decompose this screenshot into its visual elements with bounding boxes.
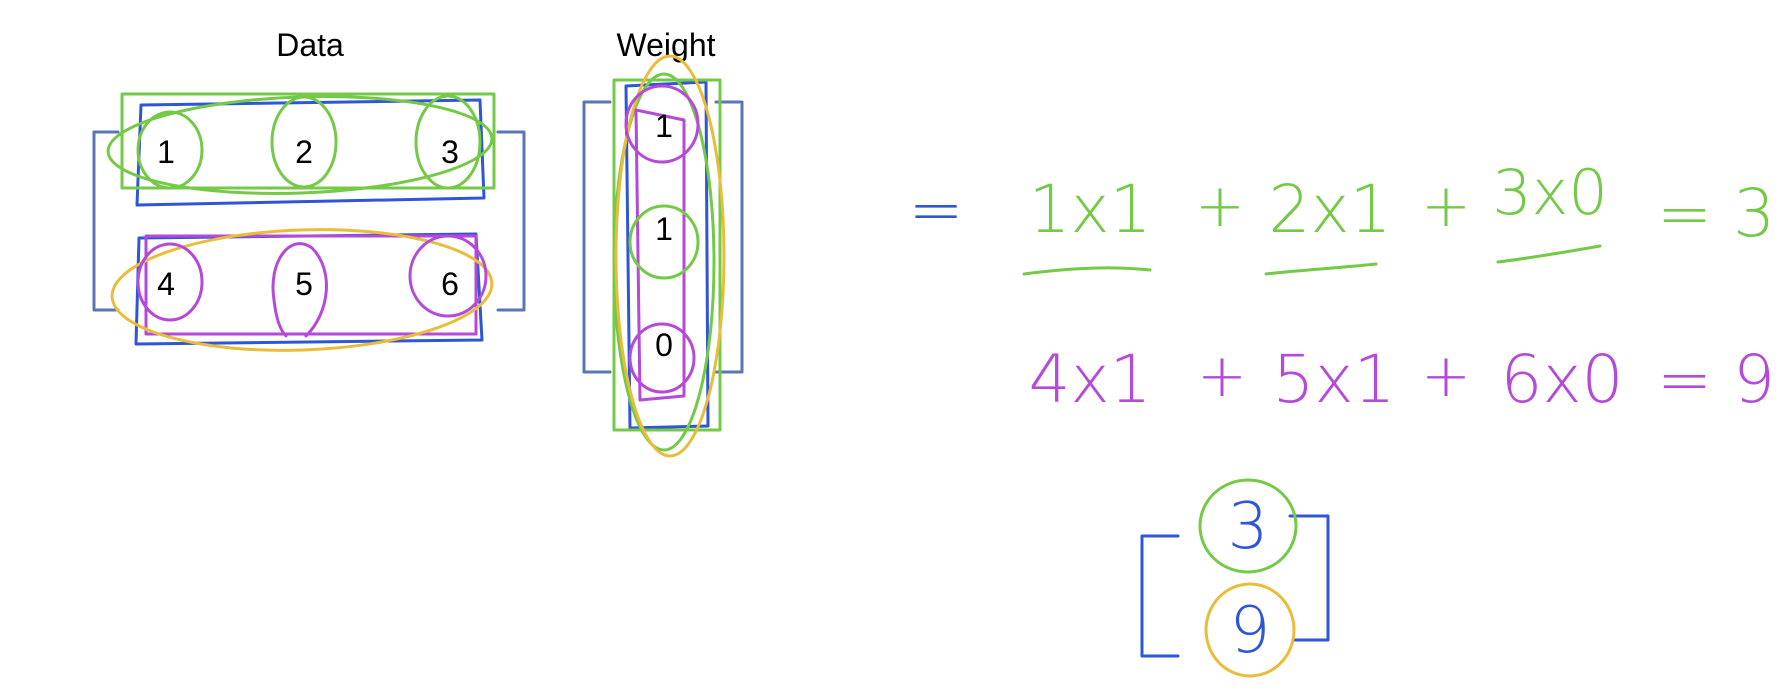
row1-plus-1: + [1195, 171, 1245, 241]
weight-value-3: 0 [655, 327, 673, 363]
row2-term-2: 5x1 [1272, 341, 1395, 418]
row1-blue-box [135, 98, 486, 207]
circle-3 [414, 94, 482, 190]
row1-term-1: 1x1 [1028, 171, 1151, 248]
weight-green-loop [612, 72, 716, 452]
data-right-bracket [496, 130, 526, 312]
row1-plus-2: + [1421, 171, 1471, 241]
weight-vector: Weight 1 1 0 [582, 27, 744, 458]
circle-1 [136, 110, 204, 190]
weight-yellow-loop [614, 54, 726, 458]
data-cell-2-3: 6 [441, 266, 459, 302]
row1-result: = 3 [1657, 175, 1775, 252]
circle-5 [271, 242, 328, 338]
row1-underline-1 [1022, 266, 1152, 276]
result-vector: 3 9 [1140, 478, 1330, 678]
weight-circle-1 [624, 84, 700, 164]
row2-term-1: 4x1 [1028, 341, 1151, 418]
data-cell-2-2: 5 [295, 266, 313, 302]
weight-left-bracket [582, 100, 612, 374]
circle-4 [136, 242, 204, 322]
circle-2 [270, 95, 338, 189]
row1-term-2: 2x1 [1268, 171, 1391, 248]
row2-yellow-loop [110, 228, 494, 352]
weight-purple-column [634, 108, 686, 402]
equations: = 1x1 + 2x1 + 3x0 = 3 4x1 + 5x1 + 6x0 = … [908, 156, 1775, 418]
result-value-1: 3 [1228, 490, 1269, 564]
data-left-bracket [92, 130, 120, 312]
weight-circle-2 [628, 204, 700, 280]
row2-result: = 9 [1657, 341, 1775, 418]
result-right-bracket [1288, 514, 1330, 642]
circle-6 [408, 234, 488, 318]
weight-value-1: 1 [655, 108, 673, 144]
data-cell-1-3: 3 [441, 134, 459, 170]
row1-term-3: 3x0 [1492, 156, 1608, 229]
weight-value-2: 1 [655, 211, 673, 247]
row1-underline-3 [1496, 244, 1602, 264]
row1-underline-2 [1264, 262, 1378, 276]
weight-right-bracket [714, 100, 744, 374]
weight-circle-3 [628, 322, 696, 394]
data-cell-1-1: 1 [157, 134, 175, 170]
row2-term-3: 6x0 [1500, 341, 1623, 418]
data-matrix: Data 1 2 3 4 5 6 [92, 27, 526, 352]
result-left-bracket [1140, 534, 1180, 658]
result-value-2: 9 [1230, 594, 1271, 668]
row2-plus-2: + [1421, 341, 1471, 411]
row2-purple-box [144, 234, 478, 336]
data-cell-2-1: 4 [157, 266, 175, 302]
row2-plus-1: + [1197, 341, 1247, 411]
result-green-circle [1198, 478, 1298, 574]
data-title: Data [276, 27, 344, 63]
result-yellow-circle [1204, 582, 1296, 678]
data-cell-1-2: 2 [295, 134, 313, 170]
equals-sign: = [908, 171, 963, 248]
